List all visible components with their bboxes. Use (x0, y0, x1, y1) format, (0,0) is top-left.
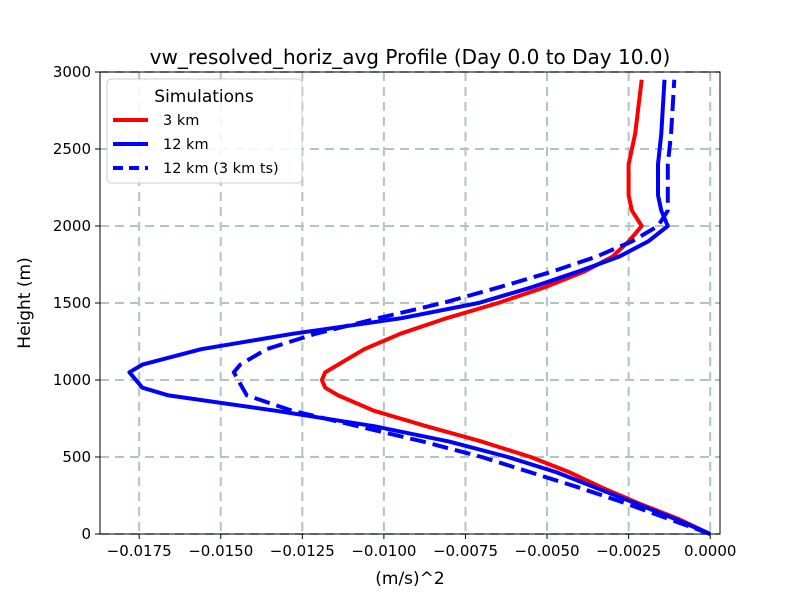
legend: Simulations 3 km 12 km 12 km (3 km ts) (106, 78, 303, 184)
y-tick-label: 3000 (53, 63, 91, 81)
y-tick-label: 0 (81, 525, 91, 543)
x-tick-label: 0.0000 (684, 542, 737, 560)
legend-box (106, 78, 303, 184)
x-tick-label: −0.0050 (515, 542, 580, 560)
legend-label: 12 km (163, 137, 209, 153)
x-tick-label: −0.0175 (107, 542, 172, 560)
x-tick-label: −0.0100 (351, 542, 416, 560)
x-tick-label: −0.0075 (433, 542, 498, 560)
x-tick-label: −0.0125 (270, 542, 335, 560)
y-axis-title: Height (m) (15, 257, 35, 348)
legend-label: 3 km (163, 113, 199, 129)
y-tick-label: 1500 (53, 294, 91, 312)
legend-entries: 3 km 12 km 12 km (3 km ts) (113, 113, 279, 177)
series-lines (127, 79, 712, 536)
axis-ticks: −0.0175 −0.0150 −0.0125 −0.0100 −0.0075 −0.00… (53, 63, 737, 560)
series-line-3-km (319, 79, 712, 536)
chart-title: vw_resolved_horiz_avg Profile (Day 0.0 t… (150, 45, 671, 69)
legend-label: 12 km (3 km ts) (163, 161, 279, 177)
legend-title: Simulations (154, 87, 254, 107)
y-tick-label: 500 (62, 448, 91, 466)
y-tick-label: 1000 (53, 371, 91, 389)
x-tick-label: −0.0150 (188, 542, 253, 560)
series-line-12-km-3-km-ts (231, 79, 711, 536)
y-tick-label: 2000 (53, 217, 91, 235)
y-tick-label: 2500 (53, 140, 91, 158)
x-tick-label: −0.0025 (596, 542, 661, 560)
x-axis-title: (m/s)^2 (375, 569, 444, 589)
